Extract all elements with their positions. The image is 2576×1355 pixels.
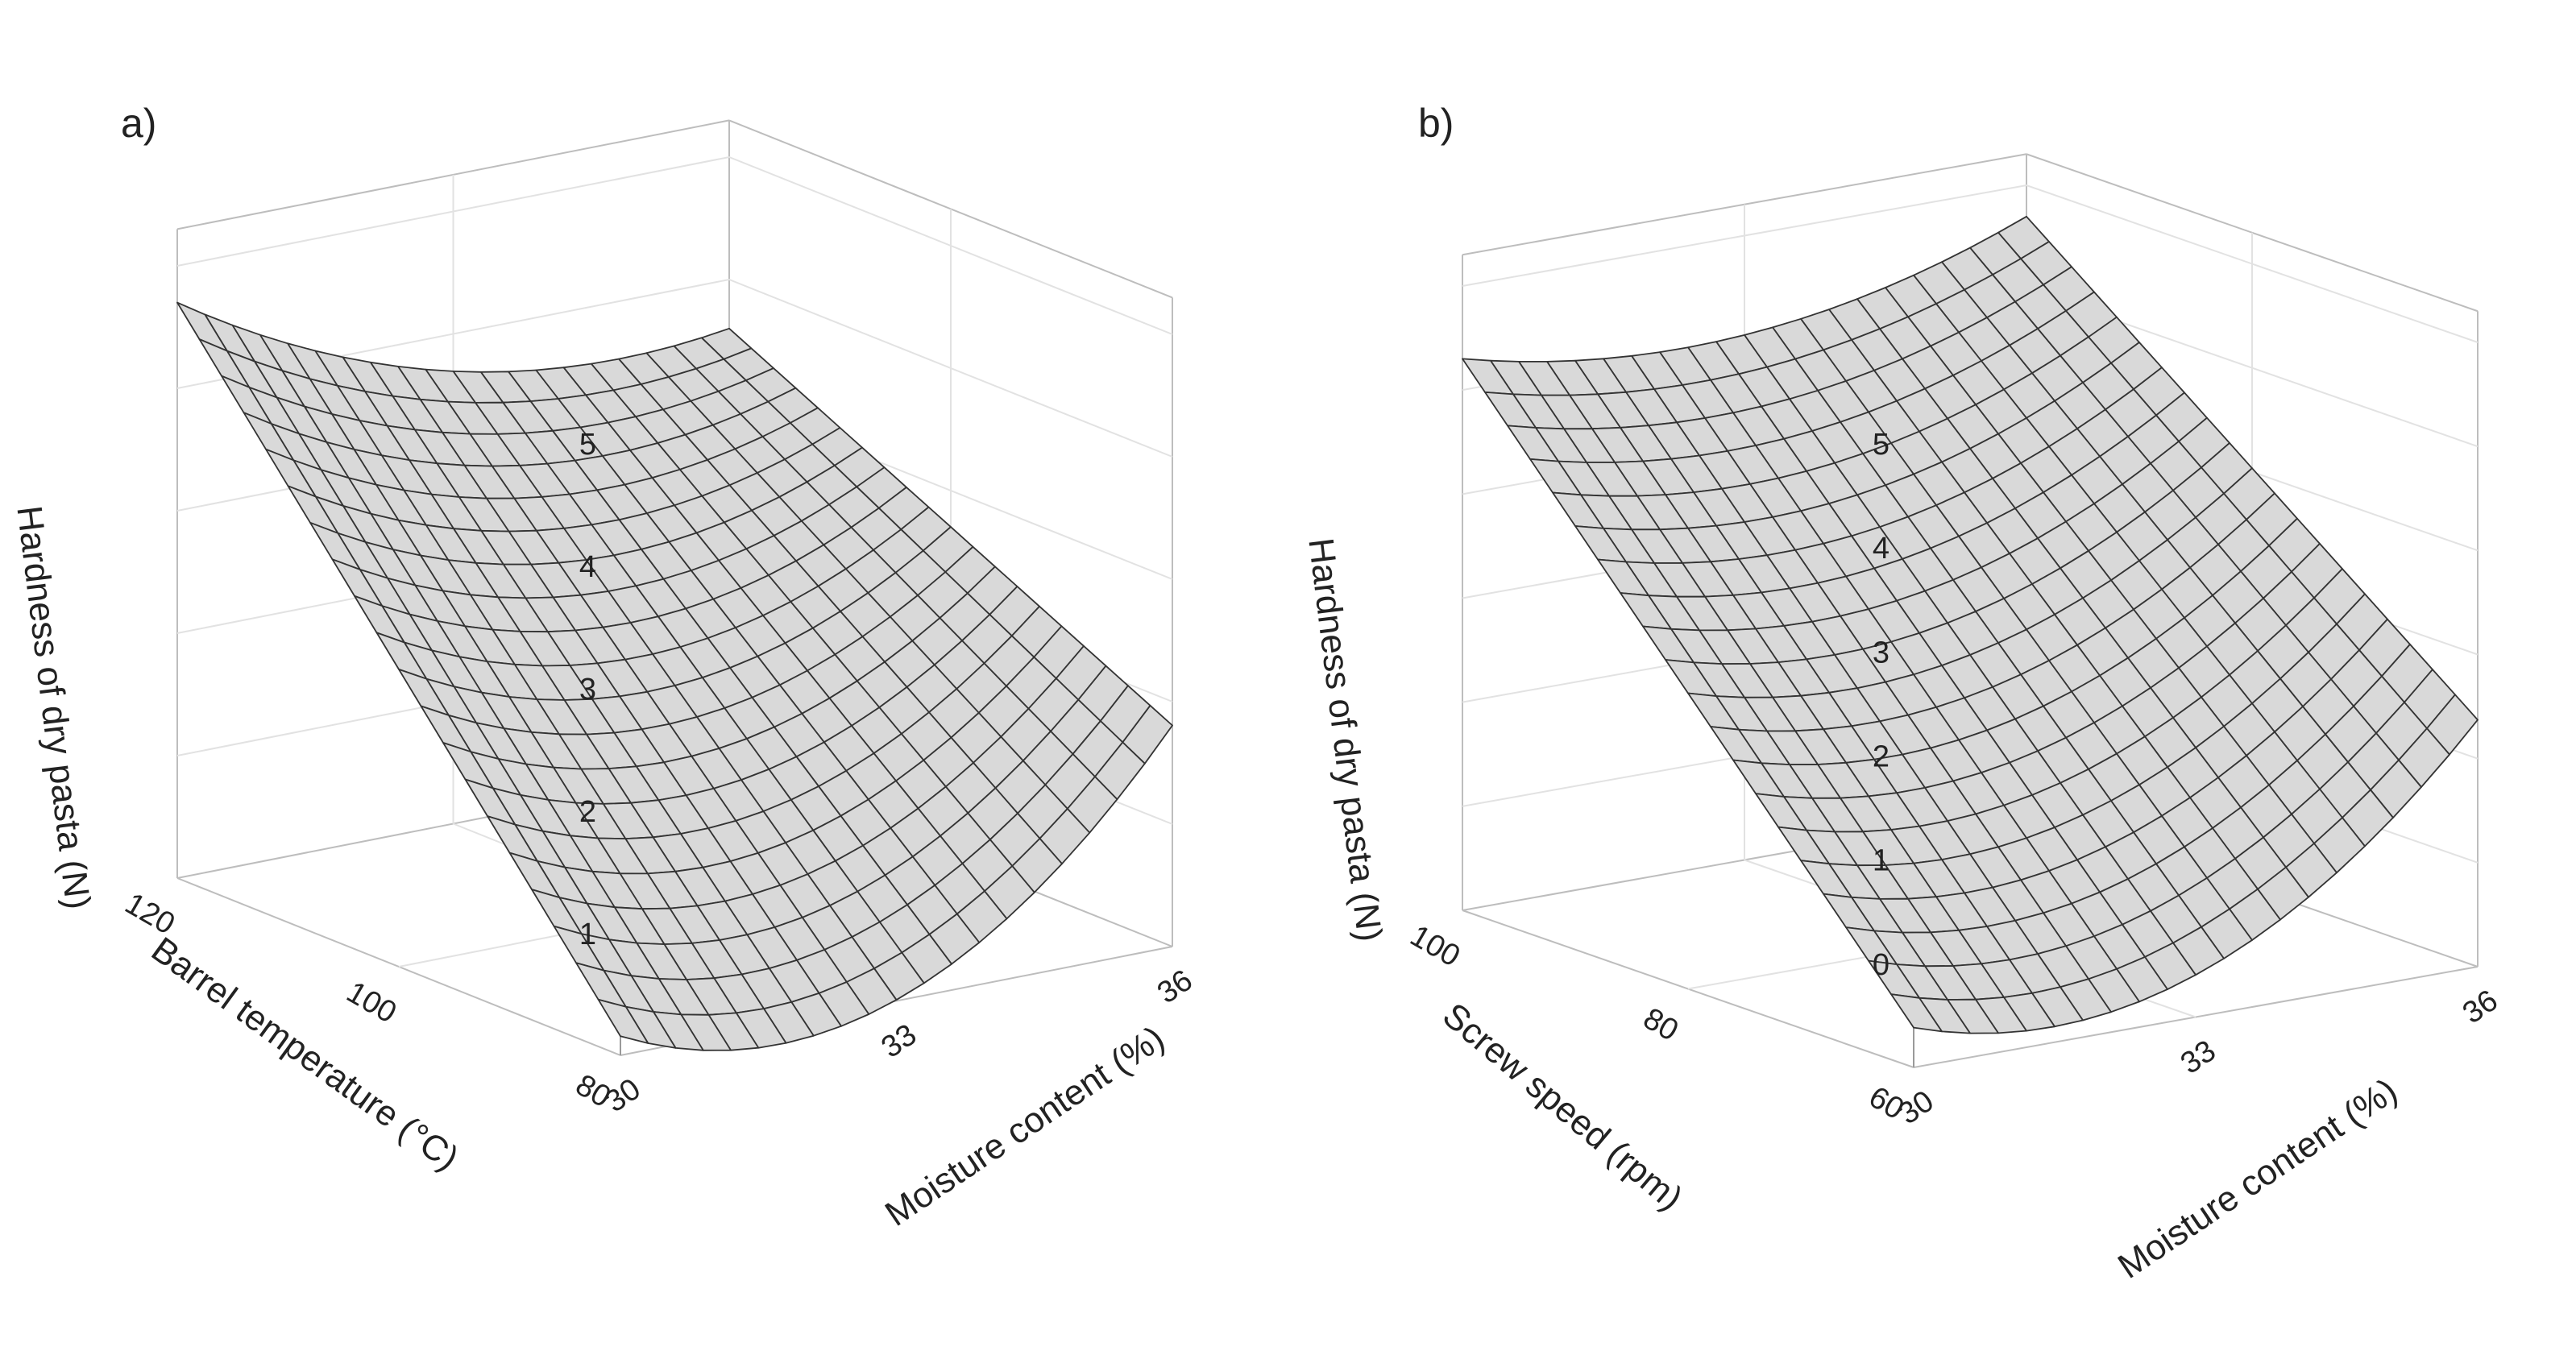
z-tick-label: 1 (1873, 844, 1889, 878)
z-tick-label: 0 (1873, 948, 1889, 982)
panel-b-surface (1462, 215, 2479, 1034)
wall-gridline (176, 155, 1173, 335)
z-tick-label: 4 (579, 550, 596, 584)
z-tick-label: 5 (1873, 428, 1889, 462)
wall-gridline (1462, 184, 2479, 343)
z-tick-label: 1 (579, 918, 596, 951)
z-tick-label: 3 (1873, 636, 1889, 669)
z-tick-label: 4 (1873, 532, 1889, 566)
surface-cell (1890, 993, 1943, 1033)
z-tick-label: 3 (579, 673, 596, 707)
panel-a-surface (176, 301, 1173, 1051)
z-tick-label: 2 (1873, 740, 1889, 774)
z-tick-label: 2 (579, 795, 596, 829)
z-tick-label: 5 (579, 428, 596, 462)
panel-b-label: b) (1418, 101, 1454, 146)
wall-gridline (176, 278, 1173, 458)
surface-cell (597, 998, 649, 1044)
panel-a-label: a) (121, 101, 156, 146)
